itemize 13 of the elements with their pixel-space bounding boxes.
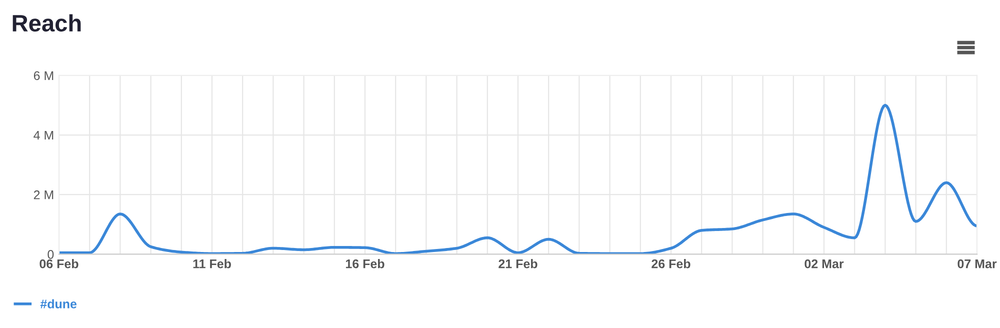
chart-title: Reach: [12, 14, 81, 32]
x-tick-label: 26 Feb: [652, 259, 690, 268]
x-tick-label: 07 Mar: [958, 259, 997, 268]
y-tick-label: 2 M: [34, 190, 54, 200]
y-tick-label: 4 M: [34, 130, 54, 140]
x-tick-label: 21 Feb: [498, 259, 538, 268]
y-tick-label: 6 M: [34, 71, 54, 80]
x-tick-label: 16 Feb: [346, 259, 384, 268]
x-tick-label: 02 Mar: [804, 259, 844, 268]
legend-label: #dune: [40, 299, 77, 308]
y-tick-label: 0: [48, 250, 54, 259]
x-tick-label: 06 Feb: [40, 259, 78, 268]
x-tick-label: 11 Feb: [193, 259, 231, 268]
